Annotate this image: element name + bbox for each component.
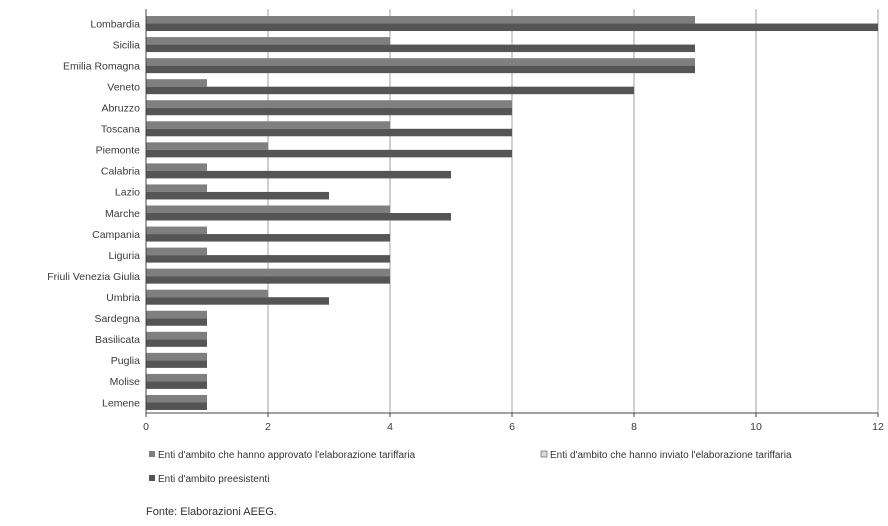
bar-existing (146, 191, 329, 200)
bar-existing (146, 65, 695, 74)
bar-existing (146, 360, 207, 368)
bar-approved (146, 268, 390, 277)
legend-label-sent: Enti d'ambito che hanno inviato l'elabor… (550, 450, 792, 461)
category-label: Toscana (101, 124, 140, 136)
bar-existing (146, 339, 207, 347)
bar-existing (146, 107, 512, 116)
x-tick-label: 4 (387, 421, 393, 433)
bar-approved (146, 100, 512, 108)
bar-existing (146, 128, 512, 137)
bar-approved (146, 184, 207, 192)
category-label: Abruzzo (101, 103, 140, 115)
legend: Enti d'ambito che hanno approvato l'elab… (149, 450, 792, 485)
bar-approved (146, 16, 695, 24)
category-label: Sicilia (113, 39, 141, 51)
category-label: Sardegna (94, 313, 140, 325)
legend-label-existing: Enti d'ambito preesistenti (158, 474, 269, 485)
bar-approved (146, 352, 207, 361)
x-tick-label: 2 (265, 421, 271, 433)
bar-approved (146, 394, 207, 403)
category-label: Marche (105, 208, 140, 220)
x-tick-label: 8 (631, 421, 637, 433)
category-label: Friuli Venezia Giulia (47, 271, 140, 283)
bar-existing (146, 23, 878, 32)
category-labels: Lombardia Sicilia Emilia Romagna Veneto Abru… (47, 18, 140, 409)
legend-swatch-existing (149, 475, 155, 481)
bar-approved (146, 247, 207, 256)
bars (146, 16, 878, 410)
category-label: Piemonte (96, 145, 141, 157)
bar-existing (146, 402, 207, 410)
category-label: Lombardia (90, 18, 140, 30)
legend-swatch-sent (540, 450, 548, 458)
bar-approved (146, 79, 207, 87)
category-label: Campania (92, 229, 140, 241)
category-label: Emilia Romagna (63, 60, 140, 72)
bar-existing (146, 255, 390, 263)
x-axis: 0 2 4 6 8 10 12 (143, 9, 884, 433)
bar-approved (146, 373, 207, 382)
x-tick-label: 12 (872, 421, 884, 433)
legend-swatch-approved (149, 451, 155, 457)
legend-label-approved: Enti d'ambito che hanno approvato l'elab… (158, 450, 416, 461)
bar-approved (146, 310, 207, 319)
category-label: Puglia (111, 355, 140, 367)
bar-approved (146, 37, 390, 45)
bar-approved (146, 58, 695, 66)
bar-approved (146, 142, 268, 150)
x-tick-label: 6 (509, 421, 515, 433)
x-tick-label: 10 (750, 421, 762, 433)
grid-lines (267, 9, 879, 413)
category-label: Calabria (101, 166, 140, 178)
bar-existing (146, 86, 634, 95)
bar-existing (146, 234, 390, 242)
bar-approved (146, 331, 207, 340)
category-label: Lazio (115, 187, 140, 199)
bar-approved (146, 205, 390, 213)
bar-existing (146, 318, 207, 326)
bar-existing (146, 44, 695, 53)
bar-existing (146, 149, 512, 158)
x-tick-label: 0 (143, 421, 149, 433)
bar-existing (146, 297, 329, 305)
category-label: Liguria (108, 250, 140, 262)
bar-approved (146, 289, 268, 298)
category-label: Basilicata (95, 334, 140, 346)
bar-existing (146, 276, 390, 284)
category-label: Veneto (107, 81, 140, 93)
bar-existing (146, 213, 451, 221)
bar-approved (146, 163, 207, 171)
category-label: Molise (110, 376, 141, 388)
bar-existing (146, 381, 207, 389)
bar-existing (146, 170, 451, 179)
category-label: Umbria (106, 292, 140, 304)
source-note: Fonte: Elaborazioni AEEG. (146, 506, 277, 518)
category-label: Lemene (102, 397, 140, 409)
bar-approved (146, 121, 390, 129)
bar-approved (146, 226, 207, 235)
